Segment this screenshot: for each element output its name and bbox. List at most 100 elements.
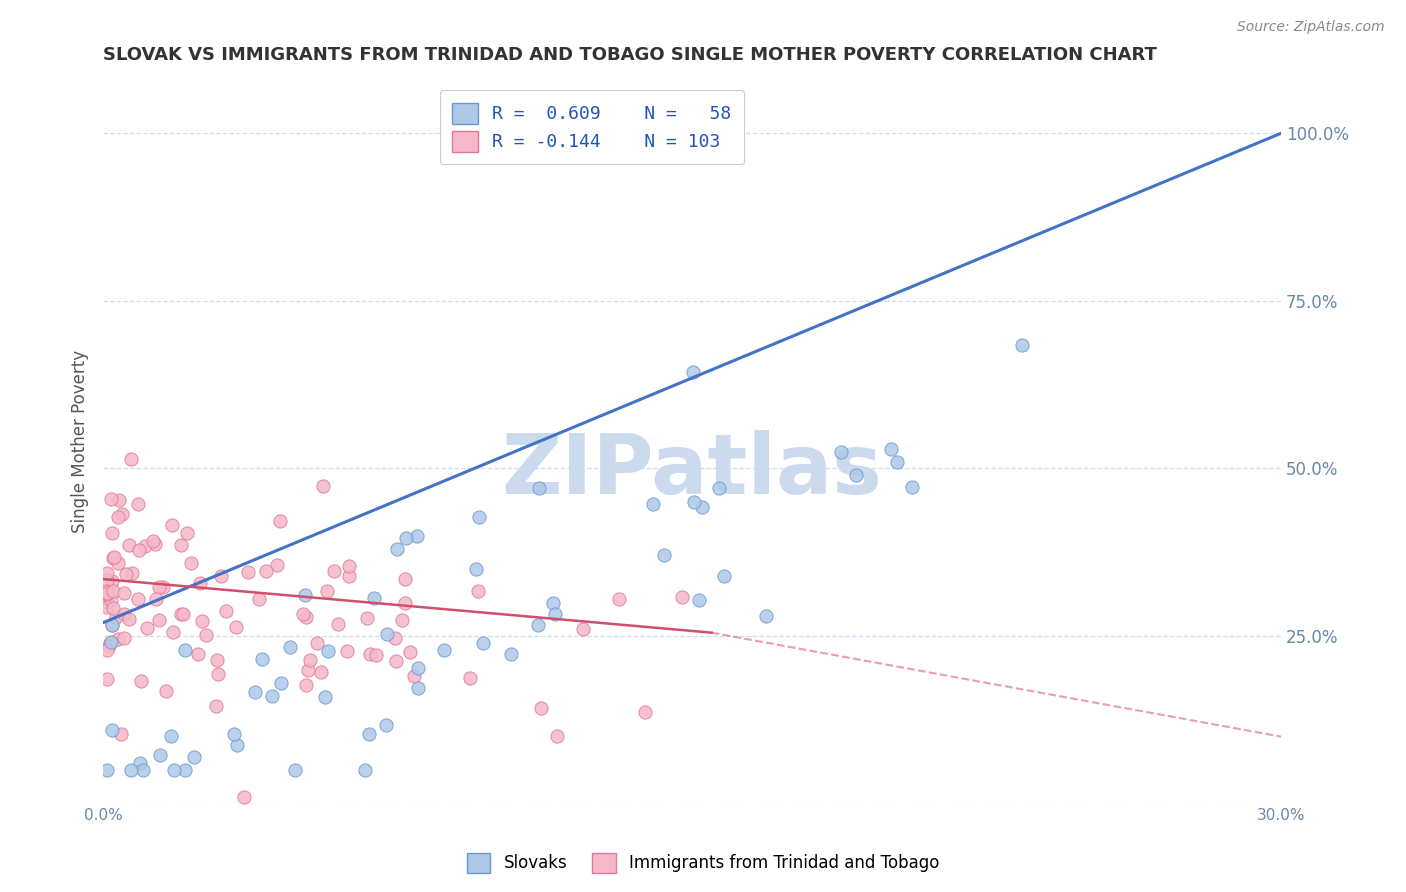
Point (295, 609, 318, 624)
Point (222, 727, 245, 741)
Point (634, 706, 657, 720)
Point (297, 663, 319, 677)
Point (465, 562, 488, 576)
Point (145, 592, 167, 607)
Point (96, 586, 118, 600)
Point (96, 599, 118, 614)
Point (96, 672, 118, 686)
Point (205, 698, 228, 713)
Point (127, 497, 149, 511)
Point (688, 592, 710, 607)
Point (176, 526, 198, 541)
Point (690, 500, 713, 515)
Point (316, 644, 339, 658)
Point (527, 481, 550, 495)
Point (433, 643, 456, 657)
Point (188, 575, 211, 590)
Point (408, 661, 430, 675)
Point (394, 572, 416, 586)
Point (316, 584, 339, 599)
Point (467, 583, 489, 598)
Point (709, 481, 731, 495)
Point (107, 509, 129, 524)
Point (541, 596, 564, 610)
Point (172, 607, 194, 621)
Point (226, 738, 249, 752)
Point (103, 551, 125, 566)
Point (180, 556, 202, 570)
Point (307, 636, 329, 650)
Point (163, 763, 186, 777)
Point (96, 573, 118, 587)
Point (375, 627, 398, 641)
Point (830, 444, 852, 458)
Point (96, 583, 118, 598)
Point (544, 607, 567, 621)
Point (654, 549, 676, 563)
Point (546, 729, 568, 743)
Point (298, 653, 321, 667)
Point (183, 750, 205, 764)
Point (209, 569, 232, 583)
Point (107, 493, 129, 508)
Point (468, 510, 491, 524)
Point (134, 539, 156, 553)
Point (294, 588, 316, 602)
Point (112, 607, 135, 621)
Point (107, 557, 129, 571)
Point (101, 601, 124, 615)
Point (132, 763, 155, 777)
Point (499, 647, 522, 661)
Point (114, 567, 136, 582)
Point (399, 645, 422, 659)
Point (98, 639, 121, 653)
Point (671, 590, 693, 604)
Point (207, 667, 229, 681)
Point (187, 647, 209, 661)
Point (225, 620, 247, 634)
Point (359, 647, 381, 661)
Point (713, 569, 735, 583)
Point (250, 652, 273, 666)
Point (103, 584, 125, 599)
Point (384, 632, 406, 646)
Point (120, 763, 142, 777)
Point (270, 675, 292, 690)
Point (162, 624, 184, 639)
Point (101, 574, 124, 588)
Point (215, 604, 238, 618)
Point (755, 609, 778, 624)
Point (101, 617, 124, 632)
Point (294, 678, 316, 692)
Point (129, 673, 152, 688)
Point (682, 365, 704, 379)
Point (96, 587, 118, 601)
Point (155, 684, 177, 698)
Point (117, 612, 139, 626)
Text: ZIPatlas: ZIPatlas (502, 430, 883, 511)
Point (266, 558, 288, 572)
Point (170, 607, 193, 621)
Point (385, 654, 408, 668)
Point (641, 497, 664, 511)
Point (354, 763, 377, 777)
Point (292, 607, 315, 621)
Point (173, 643, 195, 657)
Legend: R =  0.609    N =   58, R = -0.144    N = 103: R = 0.609 N = 58, R = -0.144 N = 103 (440, 90, 744, 164)
Point (101, 618, 124, 632)
Point (128, 543, 150, 558)
Text: Source: ZipAtlas.com: Source: ZipAtlas.com (1237, 20, 1385, 34)
Point (312, 478, 335, 492)
Point (160, 518, 183, 533)
Point (136, 621, 159, 635)
Point (100, 492, 122, 507)
Point (526, 617, 548, 632)
Point (112, 631, 135, 645)
Point (160, 729, 183, 743)
Point (326, 617, 349, 632)
Point (683, 495, 706, 509)
Point (845, 468, 868, 483)
Point (406, 681, 429, 696)
Point (309, 665, 332, 680)
Point (337, 559, 360, 574)
